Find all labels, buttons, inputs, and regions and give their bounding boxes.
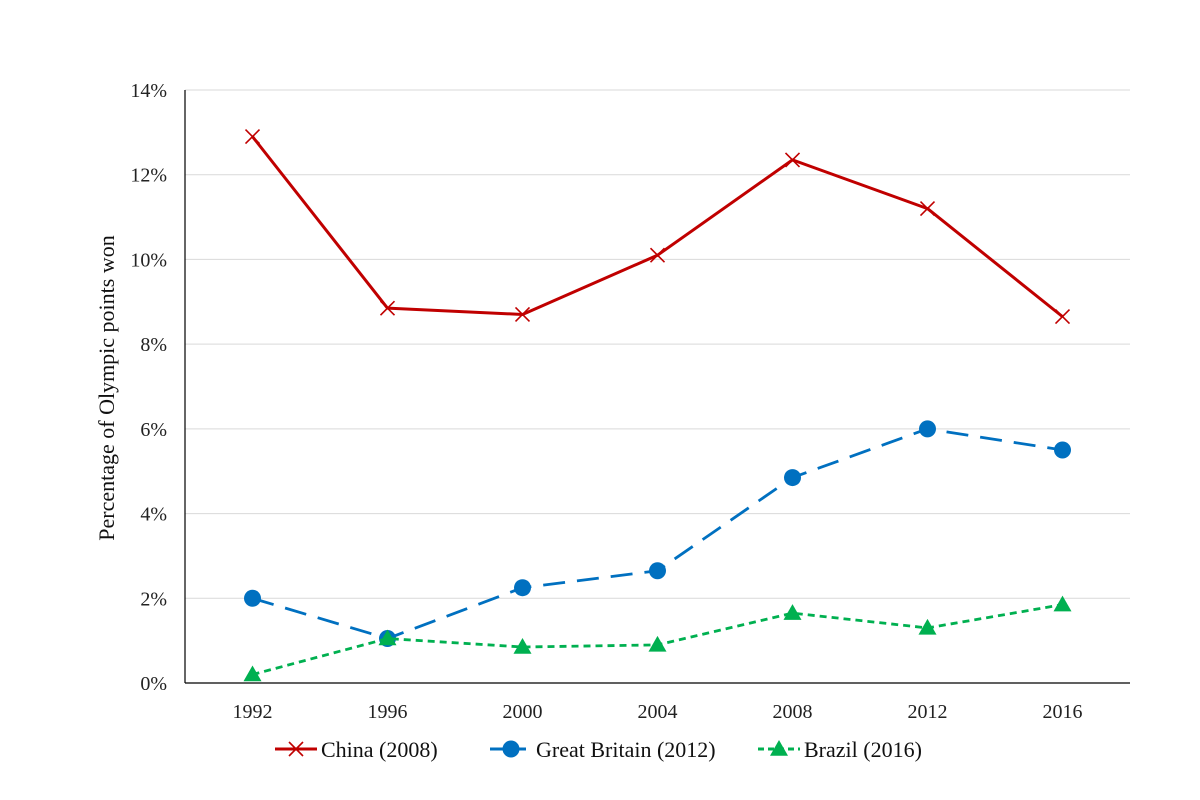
series-group <box>243 595 1072 682</box>
data-point-circle-marker <box>1054 441 1071 459</box>
x-tick-label: 2012 <box>908 701 948 723</box>
y-tick-label: 10% <box>130 249 167 271</box>
data-point-circle-marker <box>502 740 520 758</box>
legend-label: China (2008) <box>321 737 438 762</box>
data-point-circle-marker <box>649 562 666 580</box>
data-point-triangle-marker <box>1053 595 1072 612</box>
marker-stroke <box>784 152 801 168</box>
x-tick-label: 2004 <box>638 701 678 723</box>
data-point-x-marker <box>784 152 801 168</box>
legend-item: Brazil (2016) <box>758 737 922 762</box>
series-line <box>251 135 1064 318</box>
x-tick-labels: 1992 1996 2000 2004 2008 2012 2016 <box>233 701 1083 723</box>
data-point-circle-marker <box>919 420 936 438</box>
marker-stroke <box>919 201 936 217</box>
gridlines <box>185 89 1130 599</box>
y-tick-label: 12% <box>130 165 167 187</box>
data-point-x-marker <box>919 201 936 217</box>
y-tick-label: 4% <box>140 504 167 526</box>
data-point-x-marker <box>379 300 396 316</box>
data-point-triangle-marker <box>783 604 802 620</box>
data-point-triangle-marker <box>513 637 532 654</box>
y-tick-label: 2% <box>140 588 167 610</box>
marker-stroke <box>244 129 261 145</box>
data-point-triangle-marker <box>770 740 788 756</box>
series-group <box>244 129 1071 325</box>
data-point-circle-marker <box>784 469 801 487</box>
data-point-x-marker <box>288 741 304 757</box>
data-point-triangle-marker <box>918 618 937 635</box>
legend-item: China (2008) <box>275 737 438 762</box>
data-point-circle-marker <box>514 579 531 597</box>
y-tick-label: 14% <box>130 80 167 102</box>
series <box>243 129 1072 682</box>
y-tick-labels: 0% 2% 4% 6% 8% 10% 12% 14% <box>130 80 167 695</box>
series-line <box>252 427 1063 640</box>
y-axis-title: Percentage of Olympic points won <box>94 235 119 541</box>
axes <box>184 90 1130 684</box>
series-group <box>244 420 1071 648</box>
y-tick-label: 8% <box>140 334 167 356</box>
x-tick-label: 2000 <box>503 701 543 723</box>
x-tick-label: 2016 <box>1043 701 1083 723</box>
data-point-x-marker <box>1054 309 1071 325</box>
legend-label: Brazil (2016) <box>804 737 922 762</box>
marker-stroke <box>514 306 531 323</box>
data-point-triangle-marker <box>378 629 397 646</box>
data-point-x-marker <box>514 306 531 323</box>
x-tick-label: 2008 <box>773 701 813 723</box>
legend-label: Great Britain (2012) <box>536 737 716 762</box>
marker-stroke <box>379 300 396 316</box>
data-point-circle-marker <box>244 589 261 607</box>
legend-item: Great Britain (2012) <box>490 737 716 762</box>
marker-stroke <box>288 741 304 757</box>
data-point-x-marker <box>649 247 666 263</box>
data-point-triangle-marker <box>243 665 262 682</box>
y-tick-label: 0% <box>140 673 167 695</box>
data-point-x-marker <box>244 129 261 145</box>
legend: China (2008) Great Britain (2012) Brazil (… <box>275 737 922 762</box>
marker-stroke <box>1054 309 1071 325</box>
x-tick-label: 1996 <box>368 701 408 723</box>
marker-stroke <box>649 247 666 263</box>
y-tick-label: 6% <box>140 419 167 441</box>
x-tick-label: 1992 <box>233 701 273 723</box>
data-point-triangle-marker <box>648 635 667 652</box>
